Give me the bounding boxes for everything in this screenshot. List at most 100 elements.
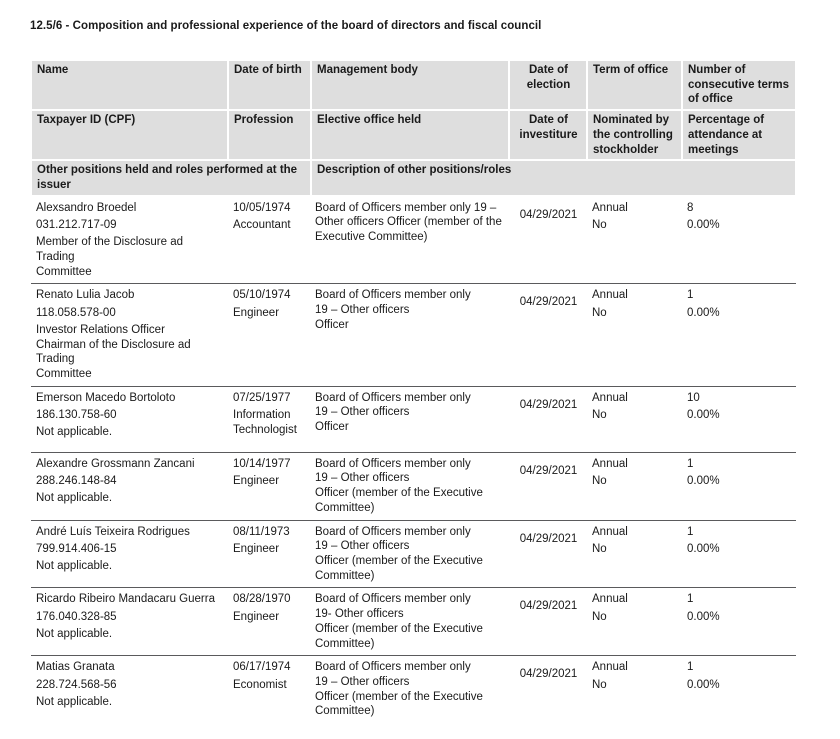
management-body: Board of Officers member only 19 – Other…	[311, 519, 509, 588]
name-cell: Renato Lulia Jacob 118.058.578-00 Invest…	[31, 283, 228, 387]
profession: Information Technologist	[233, 409, 297, 437]
table-header: Name Date of birth Management body Date …	[30, 58, 797, 197]
other-positions: Not applicable.	[36, 426, 113, 439]
profession: Economist	[233, 679, 287, 691]
nominated-by-controller: No	[592, 543, 607, 556]
header-elective-office: Elective office held	[311, 109, 510, 162]
attendance-percentage: 0.00%	[687, 219, 720, 232]
management-body: Board of Officers member only 19 – Other…	[311, 195, 509, 284]
director-name: Alexsandro Broedel	[36, 201, 137, 214]
birth-profession-cell: 06/17/1974 Economist	[228, 655, 311, 739]
terms-attendance-cell: 1 0.00%	[682, 451, 796, 521]
profession: Accountant	[233, 219, 291, 232]
birth-profession-cell: 05/10/1974 Engineer	[228, 283, 311, 387]
management-body: Board of Officers member only 19 – Other…	[311, 283, 509, 387]
date-of-election: 04/29/2021	[509, 385, 587, 453]
birth-profession-cell: 10/05/1974 Accountant	[228, 195, 311, 284]
attendance-percentage: 0.00%	[687, 409, 720, 422]
header-management-body: Management body	[311, 58, 510, 112]
birth-profession-cell: 08/28/1970 Engineer	[228, 587, 311, 656]
name-cell: Emerson Macedo Bortoloto 186.130.758-60 …	[31, 385, 228, 453]
attendance-percentage: 0.00%	[687, 475, 720, 488]
header-date-of-investiture: Date of investiture	[509, 109, 588, 162]
date-of-election: 04/29/2021	[509, 283, 587, 387]
consecutive-terms: 1	[687, 593, 694, 606]
consecutive-terms: 1	[687, 525, 694, 538]
other-positions: Investor Relations Officer Chairman of t…	[36, 323, 191, 380]
consecutive-terms: 10	[687, 391, 700, 404]
taxpayer-id: 186.130.758-60	[36, 409, 117, 422]
table-row: Renato Lulia Jacob 118.058.578-00 Invest…	[31, 283, 796, 387]
director-name: Matias Granata	[36, 661, 115, 674]
date-of-birth: 10/05/1974	[233, 201, 291, 214]
date-of-birth: 08/28/1970	[233, 593, 291, 606]
consecutive-terms: 1	[687, 289, 694, 302]
term-of-office: Annual	[592, 457, 628, 470]
terms-attendance-cell: 8 0.00%	[682, 195, 796, 284]
taxpayer-id: 799.914.406-15	[36, 543, 117, 556]
consecutive-terms: 1	[687, 457, 694, 470]
other-positions: Not applicable.	[36, 695, 113, 708]
name-cell: Alexandre Grossmann Zancani 288.246.148-…	[31, 451, 228, 521]
date-of-election: 04/29/2021	[509, 451, 587, 521]
term-cell: Annual No	[587, 519, 682, 588]
management-body: Board of Officers member only 19- Other …	[311, 587, 509, 656]
date-of-birth: 07/25/1977	[233, 391, 291, 404]
management-body: Board of Officers member only 19 – Other…	[311, 385, 509, 453]
term-cell: Annual No	[587, 385, 682, 453]
profession: Engineer	[233, 307, 280, 320]
name-cell: Ricardo Ribeiro Mandacaru Guerra 176.040…	[31, 587, 228, 656]
table-body: Alexsandro Broedel 031.212.717-09 Member…	[31, 195, 796, 739]
table-row: Matias Granata 228.724.568-56 Not applic…	[31, 655, 796, 739]
name-cell: Matias Granata 228.724.568-56 Not applic…	[31, 655, 228, 739]
attendance-percentage: 0.00%	[687, 611, 720, 624]
other-positions: Member of the Disclosure ad Trading Comm…	[36, 236, 184, 278]
nominated-by-controller: No	[592, 307, 607, 320]
header-date-of-birth: Date of birth	[228, 58, 312, 112]
date-of-election: 04/29/2021	[509, 587, 587, 656]
term-cell: Annual No	[587, 195, 682, 284]
attendance-percentage: 0.00%	[687, 543, 720, 556]
nominated-by-controller: No	[592, 475, 607, 488]
date-of-birth: 06/17/1974	[233, 661, 291, 674]
board-composition-table: Name Date of birth Management body Date …	[30, 58, 797, 739]
consecutive-terms: 8	[687, 201, 694, 214]
date-of-election: 04/29/2021	[509, 655, 587, 739]
term-of-office: Annual	[592, 525, 628, 538]
other-positions: Not applicable.	[36, 627, 113, 640]
header-consecutive-terms: Number of consecutive terms of office	[682, 58, 797, 112]
header-nominated-by-controller: Nominated by the controlling stockholder	[587, 109, 683, 162]
table-row: Emerson Macedo Bortoloto 186.130.758-60 …	[31, 385, 796, 453]
table-row: Ricardo Ribeiro Mandacaru Guerra 176.040…	[31, 587, 796, 656]
taxpayer-id: 031.212.717-09	[36, 219, 117, 232]
management-body: Board of Officers member only 19 – Other…	[311, 451, 509, 521]
header-name: Name	[30, 58, 229, 112]
taxpayer-id: 288.246.148-84	[36, 475, 117, 488]
term-cell: Annual No	[587, 587, 682, 656]
birth-profession-cell: 10/14/1977 Engineer	[228, 451, 311, 521]
taxpayer-id: 228.724.568-56	[36, 679, 117, 691]
nominated-by-controller: No	[592, 679, 607, 691]
date-of-birth: 08/11/1973	[233, 525, 290, 538]
term-of-office: Annual	[592, 391, 628, 404]
other-positions: Not applicable.	[36, 559, 113, 572]
attendance-percentage: 0.00%	[687, 679, 720, 691]
term-cell: Annual No	[587, 451, 682, 521]
date-of-election: 04/29/2021	[509, 519, 587, 588]
date-of-election: 04/29/2021	[509, 195, 587, 284]
nominated-by-controller: No	[592, 409, 607, 422]
nominated-by-controller: No	[592, 219, 607, 232]
director-name: André Luís Teixeira Rodrigues	[36, 525, 190, 538]
name-cell: Alexsandro Broedel 031.212.717-09 Member…	[31, 195, 228, 284]
term-of-office: Annual	[592, 201, 628, 214]
terms-attendance-cell: 1 0.00%	[682, 587, 796, 656]
header-description-other-positions: Description of other positions/roles	[311, 159, 797, 197]
birth-profession-cell: 07/25/1977 Information Technologist	[228, 385, 311, 453]
profession: Engineer	[233, 611, 280, 624]
profession: Engineer	[233, 543, 280, 556]
term-cell: Annual No	[587, 283, 682, 387]
other-positions: Not applicable.	[36, 492, 113, 505]
section-title: 12.5/6 - Composition and professional ex…	[30, 20, 542, 32]
header-profession: Profession	[228, 109, 312, 162]
